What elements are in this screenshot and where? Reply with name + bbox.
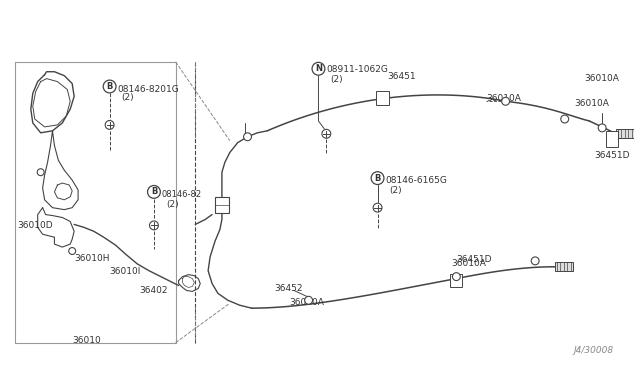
Text: 36010D: 36010D: [17, 221, 52, 231]
Text: (2): (2): [330, 75, 343, 84]
Text: 36010: 36010: [72, 336, 101, 345]
Text: 36402: 36402: [139, 286, 168, 295]
Circle shape: [452, 273, 460, 280]
Text: (2): (2): [166, 200, 179, 209]
Circle shape: [371, 172, 384, 185]
Text: (2): (2): [122, 93, 134, 102]
Circle shape: [150, 221, 158, 230]
Circle shape: [598, 124, 606, 132]
Circle shape: [561, 115, 569, 123]
Text: 36452: 36452: [274, 283, 303, 292]
Text: N: N: [315, 64, 322, 73]
Text: 36451: 36451: [387, 72, 416, 81]
Circle shape: [312, 62, 325, 75]
Text: 36010I: 36010I: [109, 267, 141, 276]
Circle shape: [322, 129, 331, 138]
Circle shape: [502, 97, 509, 105]
Circle shape: [148, 186, 161, 198]
Text: B: B: [106, 82, 113, 91]
Bar: [215, 197, 229, 212]
Text: 08146-6165G: 08146-6165G: [385, 176, 447, 185]
Circle shape: [305, 296, 312, 304]
Circle shape: [103, 80, 116, 93]
Text: 36010A: 36010A: [289, 298, 324, 307]
Text: 08911-1062G: 08911-1062G: [326, 65, 388, 74]
Text: 36451D: 36451D: [595, 151, 630, 160]
Text: (2): (2): [389, 186, 402, 195]
Text: 36010A: 36010A: [584, 74, 620, 83]
Circle shape: [244, 133, 252, 141]
Text: 36010A: 36010A: [486, 94, 521, 103]
Text: 08146-8201G: 08146-8201G: [118, 84, 179, 93]
Text: B: B: [374, 174, 381, 183]
Circle shape: [37, 169, 44, 176]
Text: 36010A: 36010A: [451, 259, 486, 268]
Text: B: B: [151, 187, 157, 196]
Circle shape: [373, 203, 382, 212]
Text: 36451D: 36451D: [456, 255, 492, 264]
Bar: [555, 262, 573, 271]
Circle shape: [531, 257, 539, 265]
Text: 36010A: 36010A: [575, 99, 609, 108]
Circle shape: [105, 121, 114, 129]
Bar: [606, 131, 618, 147]
Text: 36010H: 36010H: [74, 254, 109, 263]
Bar: [616, 129, 634, 138]
Circle shape: [68, 248, 76, 254]
Bar: [451, 274, 462, 288]
Text: 08146-82: 08146-82: [162, 190, 202, 199]
Bar: [376, 92, 389, 105]
Text: J4/30008: J4/30008: [574, 346, 614, 355]
